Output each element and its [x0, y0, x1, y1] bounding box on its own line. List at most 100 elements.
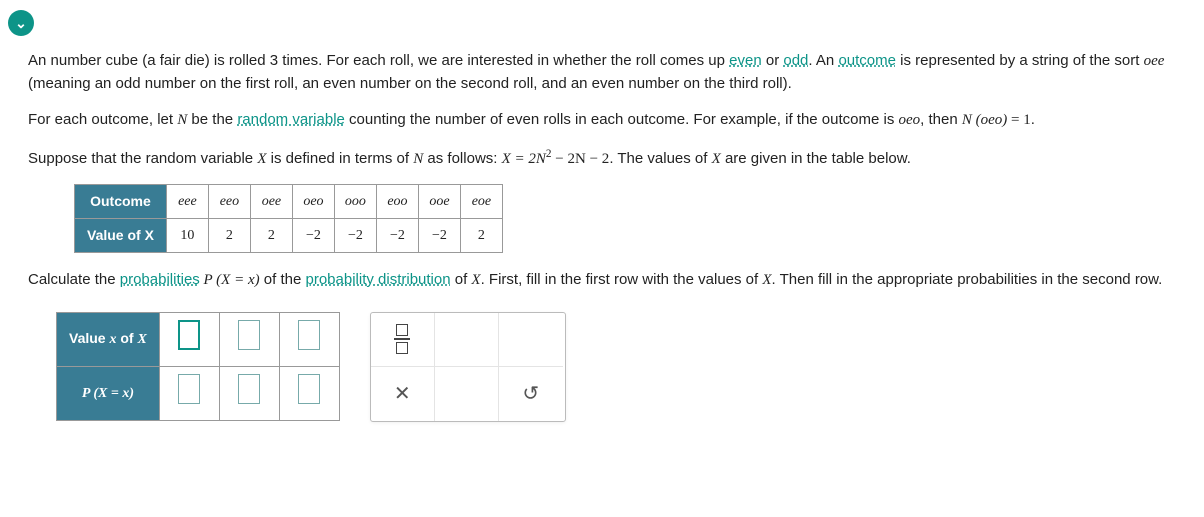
link-probability-distribution[interactable]: probability distribution: [305, 271, 450, 288]
text: is defined in terms of: [267, 150, 414, 167]
palette-empty: [435, 313, 499, 367]
text: For each outcome, let: [28, 111, 177, 128]
link-random-variable[interactable]: random variable: [237, 111, 345, 128]
text: of the: [260, 271, 306, 288]
fraction-icon: [394, 324, 410, 353]
link-outcome[interactable]: outcome: [838, 52, 896, 69]
answer-row-values: Value x of X: [57, 312, 340, 366]
var-n: N: [177, 112, 187, 128]
eq-label: P (X = x): [82, 386, 134, 401]
value-cell: 10: [166, 219, 208, 253]
value-cell: −2: [376, 219, 418, 253]
text: Value of X: [87, 227, 154, 243]
text: An number cube (a fair die) is rolled 3 …: [28, 52, 729, 69]
reset-button[interactable]: ↺: [499, 367, 563, 421]
reset-icon: ↺: [522, 379, 539, 409]
input-box[interactable]: [178, 320, 200, 350]
answer-cell[interactable]: [279, 366, 339, 420]
chevron-down-icon: ⌄: [15, 16, 27, 30]
answer-cell[interactable]: [219, 366, 279, 420]
input-box[interactable]: [178, 374, 200, 404]
value-cell: 2: [460, 219, 502, 253]
outcome-cell: ooo: [334, 185, 376, 219]
text: is represented by a string of the sort: [896, 52, 1144, 69]
text: be the: [187, 111, 237, 128]
example-string: oee: [1144, 53, 1165, 69]
var-x: X: [712, 151, 721, 167]
text: of: [451, 271, 472, 288]
var-x: X: [257, 151, 266, 167]
paragraph-intro: An number cube (a fair die) is rolled 3 …: [28, 50, 1176, 95]
input-box[interactable]: [238, 320, 260, 350]
answer-area: Value x of X P (X = x): [56, 312, 1176, 422]
answer-row-prob: P (X = x): [57, 366, 340, 420]
text: . An: [808, 52, 838, 69]
var-n: N: [413, 151, 423, 167]
fraction-button[interactable]: [371, 313, 435, 367]
outcome-cell: ooe: [418, 185, 460, 219]
answer-cell[interactable]: [159, 366, 219, 420]
collapse-toggle[interactable]: ⌄: [8, 10, 34, 36]
outcome-cell: eeo: [208, 185, 250, 219]
var-x: X: [762, 272, 771, 288]
tool-palette: ✕ ↺: [370, 312, 566, 422]
link-probabilities[interactable]: probabilities: [120, 271, 200, 288]
input-box[interactable]: [238, 374, 260, 404]
paragraph-define-n: For each outcome, let N be the random va…: [28, 109, 1176, 132]
paragraph-instruction: Calculate the probabilities P (X = x) of…: [28, 269, 1176, 292]
text: of: [116, 330, 137, 346]
value-cell: 2: [250, 219, 292, 253]
text: Value: [69, 330, 109, 346]
text: as follows:: [423, 150, 501, 167]
outcome-table: Outcome eee eeo oee oeo ooo eoo ooe eoe …: [74, 184, 503, 253]
text: . First, fill in the first row with the …: [481, 271, 763, 288]
answer-cell[interactable]: [279, 312, 339, 366]
var-x: X: [137, 332, 146, 347]
outcome-cell: oeo: [292, 185, 334, 219]
close-icon: ✕: [394, 379, 411, 409]
value-header-label: Value of X: [75, 219, 167, 253]
eq-body: X = 2N: [502, 151, 546, 167]
link-odd[interactable]: odd: [783, 52, 808, 69]
text: .: [1031, 111, 1035, 128]
text: are given in the table below.: [721, 150, 911, 167]
outcome-header-label: Outcome: [75, 185, 167, 219]
eq-tail: − 2N − 2: [552, 151, 610, 167]
paragraph-define-x: Suppose that the random variable X is de…: [28, 146, 1176, 171]
answer-header-prob: P (X = x): [57, 366, 160, 420]
clear-button[interactable]: ✕: [371, 367, 435, 421]
text: (meaning an odd number on the first roll…: [28, 75, 792, 92]
answer-header-value-x: Value x of X: [57, 312, 160, 366]
answer-cell[interactable]: [219, 312, 279, 366]
answer-cell[interactable]: [159, 312, 219, 366]
text: Calculate the: [28, 271, 120, 288]
eq-rhs: 1: [1023, 112, 1031, 128]
eq-lhs: N (oeo): [962, 112, 1007, 128]
outcome-cell: eoo: [376, 185, 418, 219]
value-row: Value of X 10 2 2 −2 −2 −2 −2 2: [75, 219, 503, 253]
link-even[interactable]: even: [729, 52, 762, 69]
problem-content: An number cube (a fair die) is rolled 3 …: [0, 36, 1204, 422]
value-cell: −2: [418, 219, 460, 253]
value-cell: 2: [208, 219, 250, 253]
eq-eq: =: [1007, 112, 1023, 128]
outcome-cell: oee: [250, 185, 292, 219]
var-x: X: [471, 272, 480, 288]
outcome-row: Outcome eee eeo oee oeo ooo eoo ooe eoe: [75, 185, 503, 219]
eq-px: P (X = x): [200, 272, 260, 288]
text: Suppose that the random variable: [28, 150, 257, 167]
outcome-cell: eoe: [460, 185, 502, 219]
text: , then: [920, 111, 962, 128]
palette-empty: [435, 367, 499, 421]
text: . Then fill in the appropriate probabili…: [772, 271, 1163, 288]
value-cell: −2: [334, 219, 376, 253]
answer-table: Value x of X P (X = x): [56, 312, 340, 421]
outcome-cell: eee: [166, 185, 208, 219]
text: . The values of: [609, 150, 711, 167]
palette-empty: [499, 313, 563, 367]
input-box[interactable]: [298, 374, 320, 404]
example-string: oeo: [899, 112, 921, 128]
text: or: [762, 52, 784, 69]
value-cell: −2: [292, 219, 334, 253]
input-box[interactable]: [298, 320, 320, 350]
